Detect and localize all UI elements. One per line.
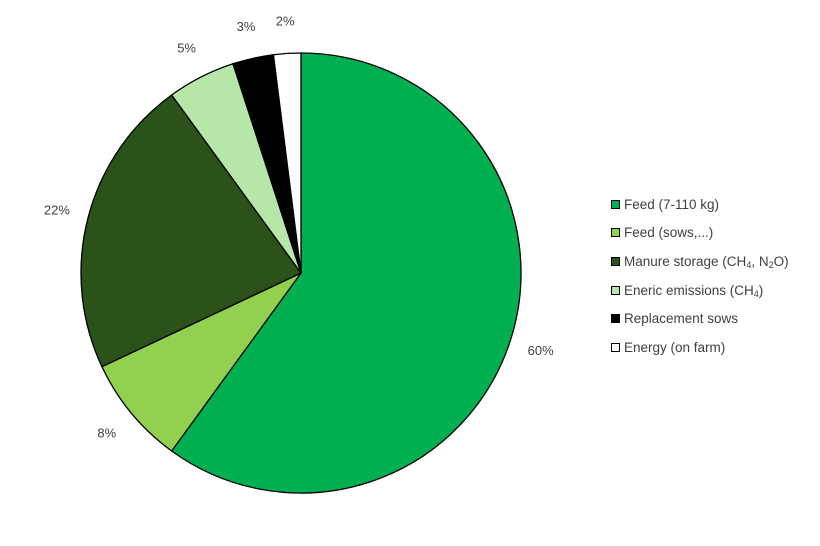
pie-label-5: 2% [276,13,295,28]
legend-swatch-5 [611,342,620,352]
legend-swatch-0 [611,199,620,209]
legend-swatch-2 [611,256,620,266]
legend-swatch-3 [611,285,620,295]
legend-label-4: Replacement sows [624,311,739,327]
chart-legend: Feed (7-110 kg) Feed (sows,...) Manure sto… [611,190,789,362]
pie-slice-0 [170,52,522,494]
legend-swatch-4 [611,314,620,324]
pie-label-3: 5% [177,40,196,55]
legend-label-0: Feed (7-110 kg) [624,196,720,212]
pie-label-4: 3% [237,19,256,34]
pie-slices [80,52,522,494]
legend-item-1: Feed (sows,...) [611,219,789,248]
pie-label-2: 22% [44,202,70,217]
legend-item-5: Energy (on farm) [611,333,789,362]
pie-slice-5 [272,52,302,274]
legend-item-4: Replacement sows [611,304,789,333]
pie-label-1: 8% [97,426,116,441]
legend-item-0: Feed (7-110 kg) [611,190,789,219]
legend-label-2: Manure storage (CH4, N2O) [624,253,789,270]
pie-slice-2 [80,94,302,368]
legend-label-1: Feed (sows,...) [624,225,714,241]
pie-label-0: 60% [528,343,554,358]
legend-item-2: Manure storage (CH4, N2O) [611,247,789,276]
legend-label-3: Eneric emissions (CH4) [624,282,764,299]
legend-label-5: Energy (on farm) [624,339,726,355]
pie-slice-1 [101,272,302,452]
legend-item-3: Eneric emissions (CH4) [611,276,789,305]
pie-data-labels: 60% 8% 22% 5% 3% 2% [44,13,554,440]
legend-swatch-1 [611,228,620,238]
